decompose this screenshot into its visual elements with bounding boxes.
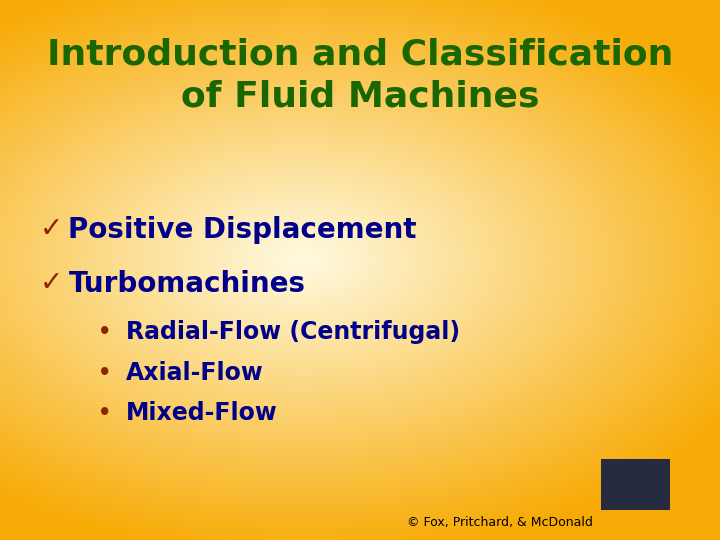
Text: ✓: ✓ (40, 215, 63, 244)
Text: Mixed-Flow: Mixed-Flow (126, 401, 278, 425)
Text: •: • (98, 403, 111, 423)
Text: •: • (98, 362, 111, 383)
Text: •: • (98, 322, 111, 342)
Text: Positive Displacement: Positive Displacement (68, 215, 417, 244)
Text: © Fox, Pritchard, & McDonald: © Fox, Pritchard, & McDonald (407, 516, 593, 529)
Text: Introduction and Classification
of Fluid Machines: Introduction and Classification of Fluid… (47, 38, 673, 114)
Text: Radial-Flow (Centrifugal): Radial-Flow (Centrifugal) (126, 320, 460, 344)
Text: Axial-Flow: Axial-Flow (126, 361, 264, 384)
Text: ✓: ✓ (40, 269, 63, 298)
Text: Turbomachines: Turbomachines (68, 269, 305, 298)
